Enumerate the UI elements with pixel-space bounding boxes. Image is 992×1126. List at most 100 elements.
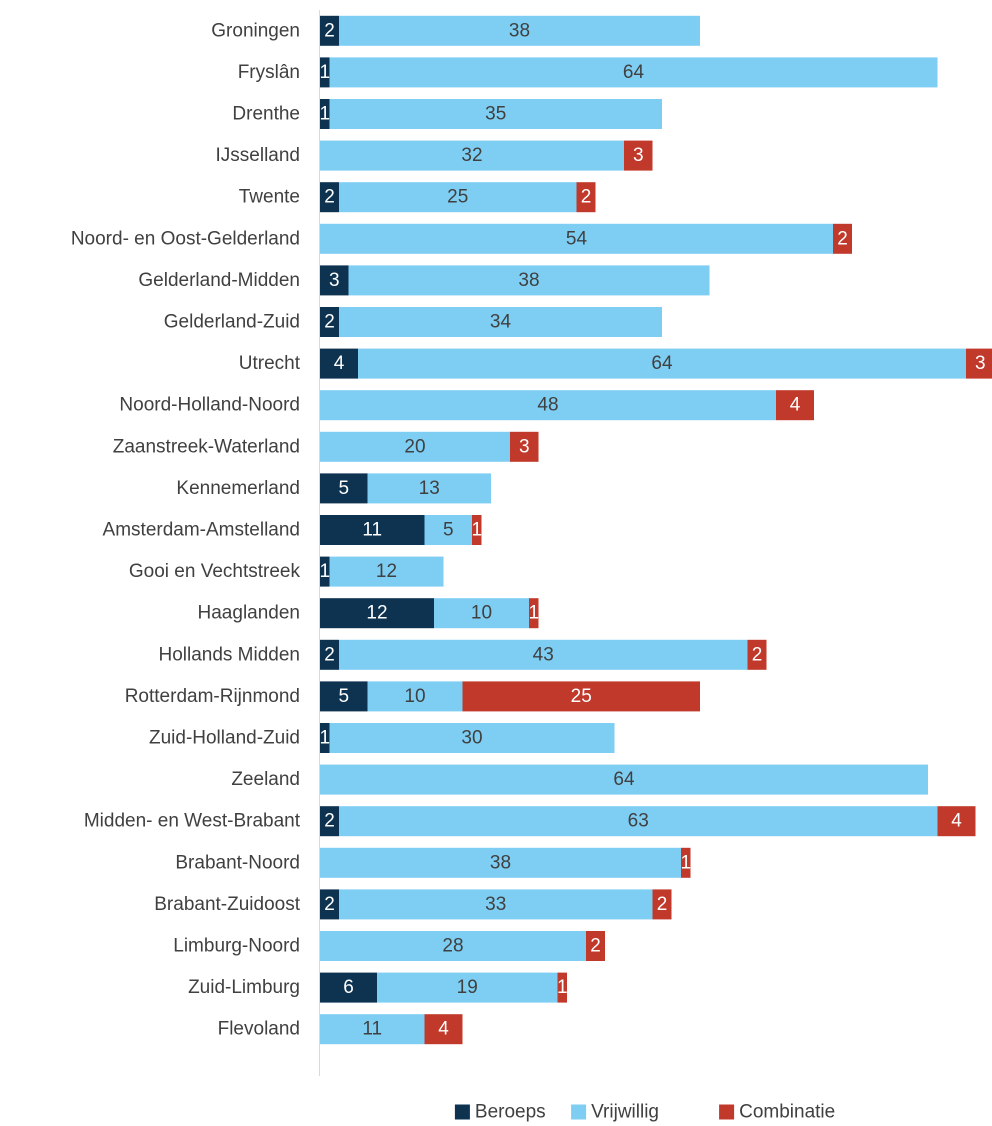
- legend-swatch-combinatie: [719, 1104, 735, 1120]
- data-label-combinatie-twente: 2: [581, 187, 592, 208]
- data-label-vrijwillig-drenthe: 35: [485, 104, 506, 125]
- data-label-vrijwillig-zuid-limburg: 19: [457, 977, 478, 998]
- category-label-twente: Twente: [239, 187, 300, 208]
- bar-combinatie-amsterdam-amstelland: [472, 515, 482, 545]
- category-label-zaanstreek-waterland: Zaanstreek-Waterland: [113, 436, 300, 457]
- legend-label-vrijwillig: Vrijwillig: [591, 1102, 659, 1123]
- data-label-combinatie-rotterdam-rijnmond: 25: [571, 686, 592, 707]
- bar-vrijwillig-fryslan: [329, 57, 938, 88]
- data-label-vrijwillig-amsterdam-amstelland: 5: [443, 520, 454, 541]
- bar-combinatie-haaglanden: [529, 598, 539, 629]
- bar-beroeps-gelderland-midden: [320, 265, 349, 296]
- data-label-beroeps-zuid-limburg: 6: [343, 977, 354, 998]
- bar-combinatie-zuid-limburg: [557, 972, 567, 1003]
- category-label-hollands-midden: Hollands Midden: [158, 644, 300, 665]
- data-label-vrijwillig-brabant-noord: 38: [490, 852, 511, 873]
- data-label-beroeps-kennemerland: 5: [338, 478, 349, 499]
- data-label-vrijwillig-gelderland-zuid: 34: [490, 312, 512, 333]
- bar-vrijwillig-brabant-zuidoost: [339, 889, 653, 920]
- category-label-gooi-en-vechtstreek: Gooi en Vechtstreek: [129, 561, 301, 582]
- bar-beroeps-brabant-zuidoost: [320, 889, 339, 920]
- category-label-utrecht: Utrecht: [239, 353, 301, 374]
- data-label-vrijwillig-limburg-noord: 28: [442, 936, 463, 957]
- data-label-vrijwillig-haaglanden: 10: [471, 603, 492, 624]
- data-label-vrijwillig-noord-en-oost-gelderland: 54: [566, 228, 588, 249]
- data-label-beroeps-groningen: 2: [324, 20, 335, 41]
- category-label-fryslan: Fryslân: [238, 62, 300, 83]
- bar-beroeps-kennemerland: [320, 473, 368, 504]
- legend-swatch-vrijwillig: [571, 1104, 587, 1120]
- data-label-vrijwillig-zaanstreek-waterland: 20: [404, 436, 425, 457]
- bar-vrijwillig-flevoland: [320, 1014, 425, 1045]
- bar-combinatie-flevoland: [424, 1014, 463, 1045]
- bar-combinatie-limburg-noord: [586, 931, 605, 961]
- bar-beroeps-midden-en-west-brabant: [320, 806, 339, 837]
- category-label-zuid-holland-zuid: Zuid-Holland-Zuid: [149, 728, 300, 749]
- data-label-vrijwillig-groningen: 38: [509, 20, 530, 41]
- data-label-vrijwillig-utrecht: 64: [651, 353, 673, 374]
- bar-beroeps-groningen: [320, 15, 339, 46]
- bar-beroeps-fryslan: [320, 57, 330, 88]
- category-label-flevoland: Flevoland: [218, 1019, 300, 1040]
- bar-vrijwillig-twente: [339, 182, 577, 213]
- bar-vrijwillig-amsterdam-amstelland: [424, 515, 472, 545]
- bar-vrijwillig-noord-en-oost-gelderland: [320, 223, 833, 254]
- bar-vrijwillig-rotterdam-rijnmond: [367, 681, 463, 712]
- category-label-amsterdam-amstelland: Amsterdam-Amstelland: [103, 520, 300, 541]
- bar-beroeps-zuid-limburg: [320, 972, 377, 1003]
- bar-vrijwillig-zuid-limburg: [377, 972, 558, 1003]
- bar-combinatie-brabant-zuidoost: [652, 889, 672, 920]
- data-label-combinatie-amsterdam-amstelland: 1: [471, 520, 482, 541]
- category-label-groningen: Groningen: [211, 20, 300, 41]
- bar-vrijwillig-ijsselland: [320, 140, 624, 171]
- data-label-vrijwillig-ijsselland: 32: [461, 145, 482, 166]
- category-label-gelderland-midden: Gelderland-Midden: [138, 270, 300, 291]
- bar-combinatie-zaanstreek-waterland: [510, 431, 539, 462]
- bar-vrijwillig-utrecht: [358, 348, 966, 379]
- bar-beroeps-amsterdam-amstelland: [320, 515, 425, 545]
- bar-beroeps-zuid-holland-zuid: [320, 723, 330, 753]
- bar-beroeps-twente: [320, 182, 339, 213]
- data-label-beroeps-drenthe: 1: [319, 104, 330, 125]
- category-label-noord-en-oost-gelderland: Noord- en Oost-Gelderland: [71, 228, 300, 249]
- data-label-vrijwillig-hollands-midden: 43: [533, 644, 554, 665]
- data-label-vrijwillig-zuid-holland-zuid: 30: [461, 728, 482, 749]
- bar-vrijwillig-midden-en-west-brabant: [339, 806, 938, 837]
- bar-vrijwillig-hollands-midden: [339, 639, 748, 670]
- data-label-vrijwillig-twente: 25: [447, 187, 468, 208]
- bar-combinatie-rotterdam-rijnmond: [462, 681, 700, 712]
- data-label-combinatie-brabant-zuidoost: 2: [657, 894, 668, 915]
- legend-label-combinatie: Combinatie: [739, 1102, 835, 1123]
- category-label-haaglanden: Haaglanden: [198, 603, 300, 624]
- category-label-drenthe: Drenthe: [232, 104, 300, 125]
- data-label-beroeps-hollands-midden: 2: [324, 644, 335, 665]
- bar-vrijwillig-zuid-holland-zuid: [329, 723, 615, 753]
- data-label-combinatie-brabant-noord: 1: [680, 852, 691, 873]
- bar-combinatie-hollands-midden: [747, 639, 767, 670]
- bar-combinatie-midden-en-west-brabant: [937, 806, 976, 837]
- bar-beroeps-gelderland-zuid: [320, 307, 339, 337]
- legend-label-beroeps: Beroeps: [475, 1102, 546, 1123]
- bar-combinatie-utrecht: [966, 348, 992, 379]
- bar-vrijwillig-kennemerland: [367, 473, 491, 504]
- data-label-beroeps-utrecht: 4: [334, 353, 345, 374]
- bar-vrijwillig-haaglanden: [434, 598, 529, 629]
- bar-beroeps-rotterdam-rijnmond: [320, 681, 368, 712]
- data-label-vrijwillig-fryslan: 64: [623, 62, 645, 83]
- category-label-brabant-zuidoost: Brabant-Zuidoost: [154, 894, 300, 915]
- data-label-beroeps-gelderland-midden: 3: [329, 270, 340, 291]
- category-label-ijsselland: IJsselland: [216, 145, 301, 166]
- data-label-combinatie-midden-en-west-brabant: 4: [951, 811, 962, 832]
- data-label-vrijwillig-brabant-zuidoost: 33: [485, 894, 506, 915]
- data-label-vrijwillig-kennemerland: 13: [419, 478, 440, 499]
- data-label-combinatie-limburg-noord: 2: [590, 936, 601, 957]
- data-label-beroeps-fryslan: 1: [319, 62, 330, 83]
- bar-beroeps-haaglanden: [320, 598, 434, 629]
- category-label-brabant-noord: Brabant-Noord: [175, 852, 300, 873]
- bar-vrijwillig-zaanstreek-waterland: [320, 431, 510, 462]
- data-label-beroeps-haaglanden: 12: [366, 603, 387, 624]
- bar-vrijwillig-gelderland-midden: [348, 265, 710, 296]
- bar-combinatie-twente: [576, 182, 596, 213]
- data-label-beroeps-rotterdam-rijnmond: 5: [338, 686, 349, 707]
